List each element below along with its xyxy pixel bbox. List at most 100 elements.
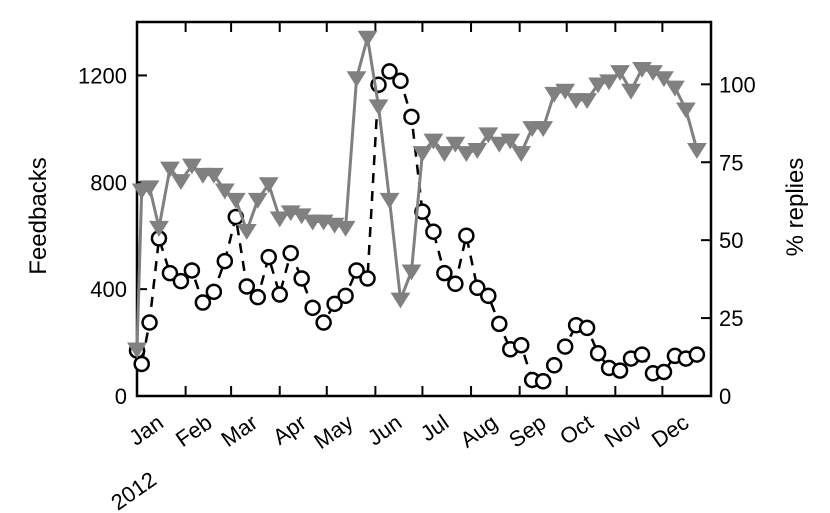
feedback-point: [205, 283, 223, 301]
feedback-point: [183, 262, 201, 279]
feedback-point: [326, 295, 343, 313]
y-left-tick-label: 800: [90, 170, 127, 195]
y-left-tick-label: 400: [90, 277, 127, 302]
y-left-tick-label: 1200: [78, 63, 127, 88]
x-tick-label: Feb: [171, 410, 216, 452]
feedback-point: [436, 264, 453, 282]
feedback-point: [260, 248, 277, 266]
reply-rate-point: [577, 93, 598, 109]
reply-rate-point: [599, 74, 619, 91]
x-tick-label: Sep: [504, 410, 550, 453]
year-label: 2012: [106, 467, 160, 513]
feedback-point: [141, 314, 158, 331]
x-tick-label: Apr: [268, 410, 310, 450]
feedback-point: [403, 108, 420, 126]
feedback-point: [556, 338, 574, 355]
x-tick-label: Dec: [647, 410, 693, 453]
reply-rate-point: [500, 133, 521, 150]
reply-rate-point: [665, 80, 685, 97]
x-tick-label: Aug: [456, 410, 502, 453]
reply-rate-point: [214, 183, 235, 200]
feedback-point: [545, 357, 563, 374]
x-tick-label: Nov: [600, 410, 646, 453]
y-right-tick-label: 100: [719, 72, 756, 97]
reply-rate-point: [434, 146, 455, 162]
feedback-point: [348, 262, 365, 279]
reply-rate-point: [269, 211, 290, 228]
x-tick-label: May: [309, 410, 357, 454]
reply-rate-point: [588, 77, 608, 94]
reply-rate-point: [258, 177, 279, 194]
reply-rate-point: [423, 133, 444, 150]
reply-rate-point: [686, 142, 707, 159]
feedback-point: [655, 363, 673, 381]
feedback-point: [512, 336, 530, 354]
reply-rate-point: [610, 65, 630, 81]
y-right-tick-label: 0: [719, 384, 731, 409]
feedback-point: [469, 279, 486, 297]
feedback-point: [578, 319, 596, 337]
feedback-point: [480, 287, 497, 305]
reply-rate-point: [544, 86, 565, 103]
feedback-point: [249, 288, 267, 306]
reply-rate-point: [511, 146, 532, 162]
reply-rate-point: [335, 220, 356, 237]
feedback-point: [337, 287, 354, 305]
reply-rate-point: [346, 71, 367, 88]
feedback-point: [589, 345, 607, 362]
x-tick-label: Oct: [555, 410, 597, 450]
reply-rate-point: [478, 127, 499, 144]
feedback-point: [161, 264, 179, 282]
plot-frame: [135, 20, 713, 398]
y-right-tick-label: 50: [719, 228, 743, 253]
reply-rate-point: [621, 83, 641, 100]
feedback-point: [633, 346, 651, 363]
feedback-point: [304, 299, 321, 317]
reply-rate-point: [555, 83, 576, 100]
reply-rate-point: [533, 121, 554, 138]
feedback-point: [271, 286, 288, 303]
reply-rate-point: [489, 136, 510, 153]
feedback-point: [282, 244, 299, 262]
x-tick-label: Mar: [217, 410, 262, 452]
reply-rate-point: [676, 102, 696, 119]
feedback-point: [458, 227, 475, 244]
reply-rate-point: [160, 161, 180, 178]
x-tick-label: Jun: [363, 410, 406, 451]
y-right-tick-label: 25: [719, 306, 743, 331]
feedback-point: [359, 270, 376, 287]
feedback-point: [216, 252, 234, 270]
reply-rate-point: [181, 158, 202, 175]
reply-rate-point: [236, 224, 257, 240]
y-left-tick-label: 0: [115, 384, 127, 409]
feedback-point: [534, 373, 552, 390]
reply-rate-point: [401, 264, 422, 281]
reply-rate-point: [368, 99, 389, 116]
y-axis-right-title: % replies: [782, 158, 809, 257]
reply-rate-point: [127, 342, 147, 359]
reply-rate-point: [390, 292, 411, 309]
feedback-point: [414, 203, 431, 220]
feedback-point: [688, 346, 706, 363]
replies-series-line: [135, 36, 699, 350]
feedback-point: [133, 355, 150, 373]
x-tick-label: Jul: [416, 410, 453, 447]
reply-rate-point: [139, 180, 160, 197]
feedback-point: [447, 275, 464, 293]
reply-rate-point: [456, 146, 477, 162]
feedback-point: [611, 362, 629, 379]
feedback-point: [491, 315, 508, 333]
feedback-point: [425, 223, 442, 240]
reply-rate-point: [247, 192, 268, 209]
feedback-point: [381, 63, 398, 80]
reply-rate-point: [203, 167, 224, 184]
feedback-point: [315, 314, 332, 331]
feedback-point: [172, 272, 190, 290]
reply-rate-point: [357, 30, 378, 47]
reply-rate-point: [445, 136, 466, 153]
feedback-point: [293, 270, 310, 287]
reply-rate-point: [412, 146, 433, 162]
feedback-point: [238, 278, 256, 295]
reply-rate-point: [654, 71, 674, 88]
